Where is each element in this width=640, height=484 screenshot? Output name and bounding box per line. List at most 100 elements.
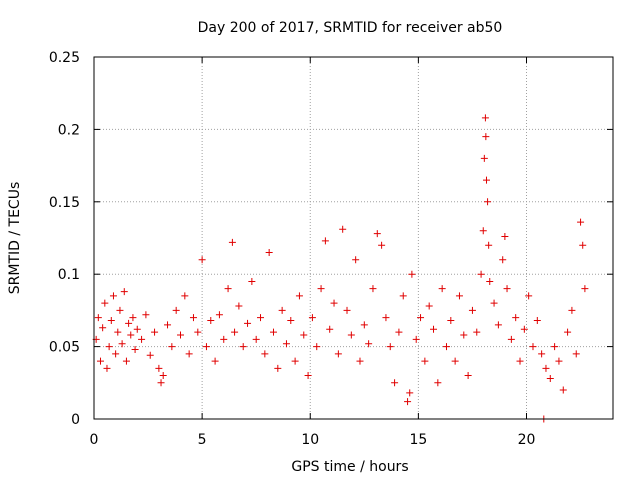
data-point — [109, 292, 117, 300]
data-point — [189, 314, 197, 322]
data-point — [438, 285, 446, 293]
data-point — [447, 317, 455, 325]
data-point — [278, 306, 286, 314]
data-point — [339, 225, 347, 233]
data-point — [360, 321, 368, 329]
data-point — [512, 314, 520, 322]
data-point — [477, 270, 485, 278]
data-point — [551, 343, 559, 351]
data-point — [107, 317, 115, 325]
data-point — [313, 343, 321, 351]
data-point — [516, 357, 524, 365]
data-point — [482, 133, 490, 141]
data-point — [343, 306, 351, 314]
data-point — [282, 340, 290, 348]
data-point — [480, 154, 488, 162]
data-point — [485, 241, 493, 249]
data-point — [99, 324, 107, 332]
data-point — [395, 328, 403, 336]
grid — [94, 57, 613, 419]
data-point — [434, 379, 442, 387]
data-point — [572, 350, 580, 358]
data-point — [425, 302, 433, 310]
y-tick-label: 0.2 — [58, 122, 80, 138]
data-point — [138, 335, 146, 343]
data-point — [391, 379, 399, 387]
data-point — [261, 350, 269, 358]
data-point — [291, 357, 299, 365]
data-point — [215, 311, 223, 319]
data-point — [501, 233, 509, 241]
data-point — [482, 176, 490, 184]
data-point — [365, 340, 373, 348]
data-point — [529, 343, 537, 351]
x-tick-label: 20 — [518, 432, 536, 448]
data-point — [142, 311, 150, 319]
data-point — [164, 321, 172, 329]
data-point — [490, 299, 498, 307]
data-point — [103, 364, 111, 372]
data-point — [555, 357, 563, 365]
data-point — [129, 314, 137, 322]
data-point — [133, 325, 141, 333]
data-point — [317, 285, 325, 293]
data-point — [304, 372, 312, 380]
data-point — [386, 343, 394, 351]
data-point — [112, 350, 120, 358]
data-point — [486, 277, 494, 285]
data-point — [568, 306, 576, 314]
data-point — [295, 292, 303, 300]
data-point — [177, 331, 184, 339]
data-point — [308, 314, 316, 322]
data-point — [404, 398, 412, 406]
data-point — [542, 364, 550, 372]
data-point — [417, 314, 425, 322]
data-point — [265, 248, 273, 256]
y-tick-label: 0.05 — [49, 340, 80, 356]
data-point — [430, 325, 438, 333]
data-point — [155, 364, 163, 372]
data-point — [334, 350, 342, 358]
data-point — [114, 328, 122, 336]
data-point — [460, 331, 468, 339]
x-tick-label: 5 — [198, 432, 207, 448]
data-point — [94, 314, 102, 322]
data-point — [378, 241, 386, 249]
plot-frame — [93, 56, 614, 420]
data-point — [525, 292, 533, 300]
y-tick-label: 0.25 — [49, 50, 80, 66]
data-point — [300, 331, 308, 339]
data-point — [101, 299, 109, 307]
data-point — [399, 292, 407, 300]
x-tick-label: 15 — [409, 432, 427, 448]
data-point — [96, 357, 104, 365]
data-point — [373, 230, 381, 238]
y-tick-label: 0.1 — [58, 267, 80, 283]
data-point — [468, 306, 476, 314]
data-point — [581, 285, 589, 293]
data-point — [239, 343, 247, 351]
data-point — [274, 364, 282, 372]
data-point — [151, 328, 159, 336]
data-point — [356, 357, 364, 365]
data-point — [503, 285, 511, 293]
data-points — [92, 114, 589, 423]
data-point — [330, 299, 338, 307]
data-point — [248, 277, 256, 285]
data-point — [499, 256, 507, 264]
data-point — [538, 350, 546, 358]
data-point — [382, 314, 390, 322]
data-point — [369, 285, 377, 293]
data-point — [118, 340, 126, 348]
data-point — [269, 328, 277, 336]
data-point — [105, 343, 113, 351]
y-tick-label: 0 — [71, 412, 80, 428]
data-point — [252, 335, 260, 343]
data-point — [507, 335, 515, 343]
data-point — [484, 198, 492, 206]
x-axis-label: GPS time / hours — [291, 459, 408, 475]
x-tick-label: 10 — [301, 432, 319, 448]
data-point — [479, 227, 487, 235]
data-point — [473, 328, 481, 336]
